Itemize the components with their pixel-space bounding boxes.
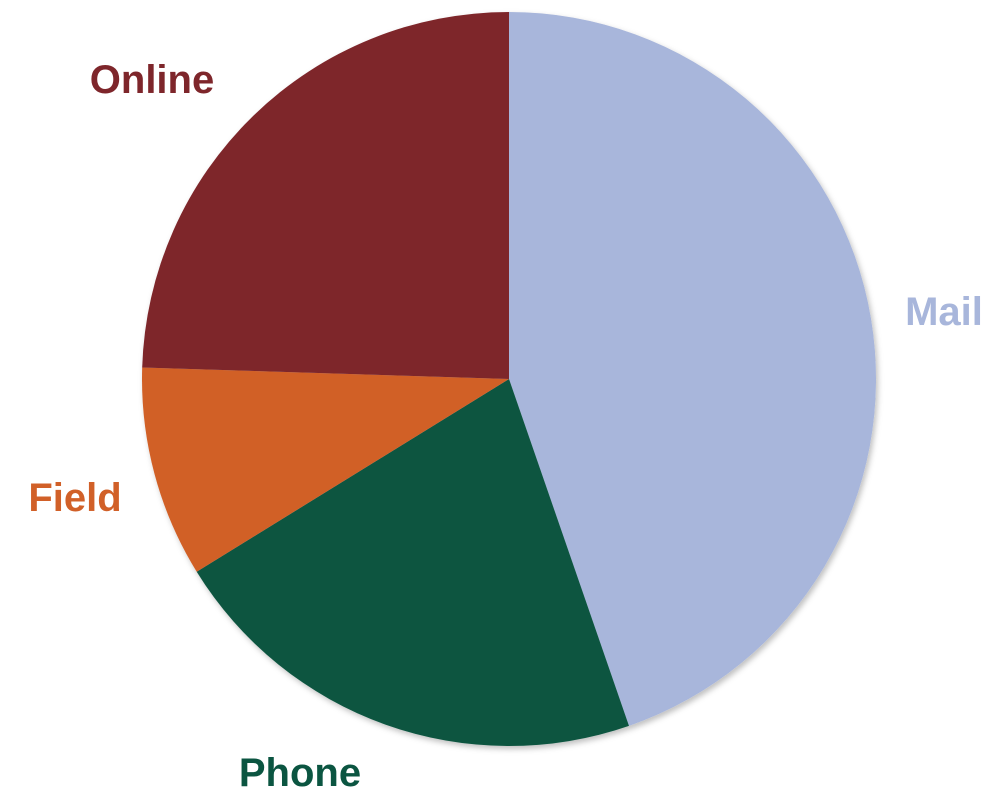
slice-label-field: Field (28, 476, 121, 520)
slice-label-online: Online (90, 58, 214, 102)
slice-label-phone: Phone (239, 751, 361, 795)
pie-labels: Mail Phone Field Online (28, 58, 983, 795)
pie-slice-online (142, 12, 509, 379)
pie-slice-phone (196, 379, 629, 747)
pie-slices (141, 11, 877, 747)
pie-slice-field (141, 367, 509, 572)
pie-slice-mail (509, 11, 877, 726)
slice-label-mail: Mail (905, 290, 983, 334)
